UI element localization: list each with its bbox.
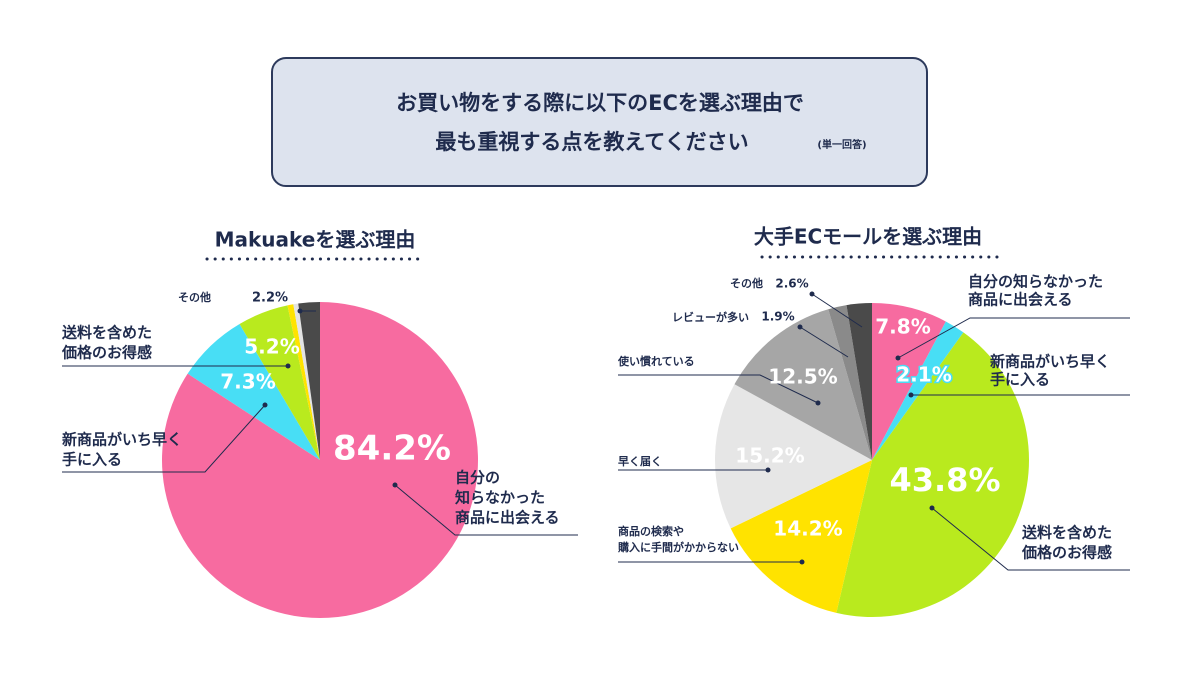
leader-dot	[908, 392, 914, 398]
header-note: (単一回答)	[817, 138, 866, 151]
value-label: 43.8%	[889, 461, 1000, 499]
category-label: 手に入る	[990, 371, 1050, 389]
value-label: 7.3%	[220, 370, 275, 394]
category-label: 知らなかった	[455, 489, 545, 507]
category-label: 早く届く	[618, 455, 662, 468]
category-label: レビューが多い	[672, 310, 749, 324]
category-label: 新商品がいち早く	[990, 353, 1110, 371]
leader-dot	[297, 308, 303, 314]
category-label: 価格のお得感	[1021, 544, 1112, 562]
header-title: お買い物をする際に以下のECを選ぶ理由で	[396, 91, 804, 115]
category-label: その他	[730, 276, 763, 290]
value-label: 2.2%	[252, 291, 288, 306]
category-label: 商品の検索や	[618, 524, 684, 538]
category-label: 使い慣れている	[617, 354, 695, 368]
value-label: 1.9%	[761, 310, 794, 324]
value-label: 15.2%	[735, 444, 804, 468]
leader-dot	[929, 505, 935, 511]
chart-title: Makuakeを選ぶ理由	[215, 228, 416, 252]
pie-slice	[836, 332, 1029, 618]
pie-slice	[287, 304, 320, 460]
category-label: 購入に手間がかからない	[617, 540, 739, 554]
category-label: 新商品がいち早く	[62, 431, 182, 449]
category-label: 送料を含めた	[1021, 524, 1112, 542]
pie-slice	[872, 321, 964, 460]
pie-slice	[298, 302, 320, 460]
leader-line	[618, 374, 819, 404]
pie-slice	[734, 309, 872, 460]
value-label: 7.8%	[875, 315, 930, 339]
leader-dot	[809, 291, 815, 297]
leader-dot	[797, 324, 803, 330]
category-label: 送料を含めた	[61, 324, 152, 342]
pie-slice	[293, 303, 320, 460]
value-label: 2.6%	[775, 277, 808, 291]
pie-slice	[828, 305, 872, 460]
category-label: その他	[178, 290, 211, 304]
category-label: 手に入る	[62, 451, 122, 469]
leader-dot	[799, 559, 805, 565]
category-label: 自分の	[455, 469, 500, 487]
leader-dot	[815, 400, 821, 406]
value-label: 5.2%	[244, 335, 299, 359]
leader-line	[931, 507, 1130, 571]
pie-slice	[239, 305, 320, 460]
category-label: 価格のお得感	[61, 344, 152, 362]
leader-dot	[392, 482, 398, 488]
leader-line	[799, 326, 849, 358]
pie-slice	[730, 460, 872, 613]
value-label: 84.2%	[333, 429, 451, 469]
pie-slice	[846, 303, 872, 460]
value-label: 14.2%	[773, 517, 842, 541]
leader-dot	[262, 402, 268, 408]
leader-line	[394, 484, 578, 536]
header-box	[271, 57, 928, 187]
category-label: 商品に出会える	[455, 509, 560, 527]
leader-line	[811, 293, 863, 328]
category-label: 商品に出会える	[968, 291, 1073, 309]
leader-dot	[895, 355, 901, 361]
header-title: 最も重視する点を教えてください	[435, 130, 748, 154]
pie-slice	[715, 384, 872, 529]
leader-line	[897, 317, 1130, 359]
category-label: 自分の知らなかった	[968, 273, 1103, 291]
value-label: 2.1%	[896, 363, 951, 387]
leader-dot	[765, 467, 771, 473]
chart-title: 大手ECモールを選ぶ理由	[754, 225, 982, 249]
pie-slice	[187, 324, 320, 460]
leader-line	[62, 404, 266, 473]
leader-dot	[285, 363, 291, 369]
value-label: 12.5%	[768, 365, 837, 389]
